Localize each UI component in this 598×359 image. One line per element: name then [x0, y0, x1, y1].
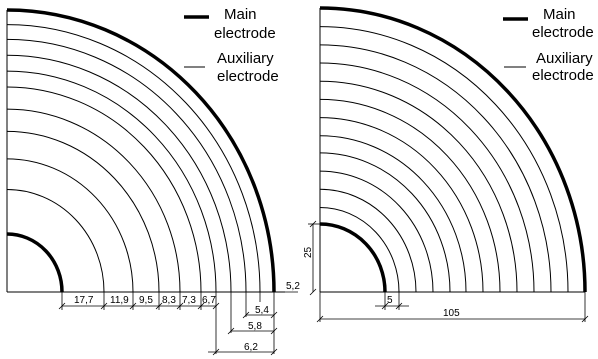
left-dim-17-7: 17,7 [74, 295, 94, 306]
left-dim-chain-ticks [58, 302, 220, 310]
left-main-electrode-outer [6, 8, 276, 293]
left-auxiliary-arc-2 [6, 158, 134, 293]
right-dim-25-ticks [309, 220, 317, 296]
left-legend-main-label-line1: Main [224, 6, 257, 23]
right-auxiliary-arc-1 [319, 206, 400, 293]
right-auxiliary-arc-6 [319, 117, 484, 293]
right-panel: Main electrode Auxiliary electrode 25 5 [303, 6, 594, 323]
left-auxiliary-arcs [6, 24, 261, 293]
right-auxiliary-arc-3 [319, 170, 434, 293]
right-auxiliary-arc-2 [319, 188, 417, 293]
right-auxiliary-arc-8 [319, 80, 518, 293]
right-auxiliary-arc-10 [319, 44, 552, 293]
right-auxiliary-arcs [319, 26, 569, 293]
left-dim-8-3: 8,3 [162, 295, 176, 306]
right-legend-aux-label-line1: Auxiliary [536, 50, 593, 67]
left-dim-7-3: 7,3 [182, 295, 196, 306]
left-dim-6-2-ticks [212, 348, 278, 356]
right-main-electrode-inner [319, 222, 387, 293]
right-auxiliary-arc-9 [319, 62, 535, 293]
left-auxiliary-arc-8 [6, 38, 247, 293]
left-dim-5-8: 5,8 [248, 321, 262, 332]
right-dim-105: 105 [443, 308, 460, 319]
left-panel: Main electrode Auxiliary electrode [6, 6, 300, 356]
left-auxiliary-arc-4 [6, 108, 181, 293]
left-extension-lines [61, 292, 275, 354]
left-legend-main-label-line2: electrode [214, 25, 276, 42]
right-dim-25: 25 [303, 246, 314, 258]
left-dim-5-8-ticks [227, 327, 278, 335]
right-main-electrode-outer [319, 6, 587, 293]
right-dim-105-ticks [316, 315, 589, 323]
left-auxiliary-arc-9 [6, 24, 261, 293]
left-dim-6-2: 6,2 [244, 342, 258, 353]
left-auxiliary-arc-3 [6, 130, 160, 293]
right-legend-aux-label-line2: electrode [532, 67, 594, 84]
left-auxiliary-arc-5 [6, 86, 202, 293]
left-dim-11-9: 11,9 [110, 295, 129, 306]
left-legend-aux-label-line2: electrode [217, 68, 279, 85]
left-dim-9-5: 9,5 [139, 295, 153, 306]
left-auxiliary-arc-6 [6, 70, 217, 293]
right-legend-main-label-line1: Main [543, 6, 576, 23]
left-auxiliary-arc-7 [6, 54, 232, 293]
left-dim-5-4-ticks [242, 311, 278, 319]
right-auxiliary-arc-11 [319, 26, 569, 293]
left-legend-aux-label-line1: Auxiliary [217, 50, 274, 67]
right-dim-5: 5 [387, 295, 393, 306]
left-dim-5-2: 5,2 [286, 281, 300, 292]
right-dim-5-ticks [381, 302, 403, 310]
right-extension-lines [319, 292, 586, 322]
right-legend-main-label-line2: electrode [532, 24, 594, 41]
left-auxiliary-arc-1 [6, 188, 105, 293]
left-dim-6-7: 6,7 [202, 295, 216, 306]
left-dim-5-4: 5,4 [255, 305, 269, 316]
right-auxiliary-arc-5 [319, 135, 467, 293]
right-auxiliary-arc-7 [319, 98, 501, 293]
left-main-electrode-inner [6, 232, 64, 293]
right-auxiliary-arc-4 [319, 152, 451, 293]
